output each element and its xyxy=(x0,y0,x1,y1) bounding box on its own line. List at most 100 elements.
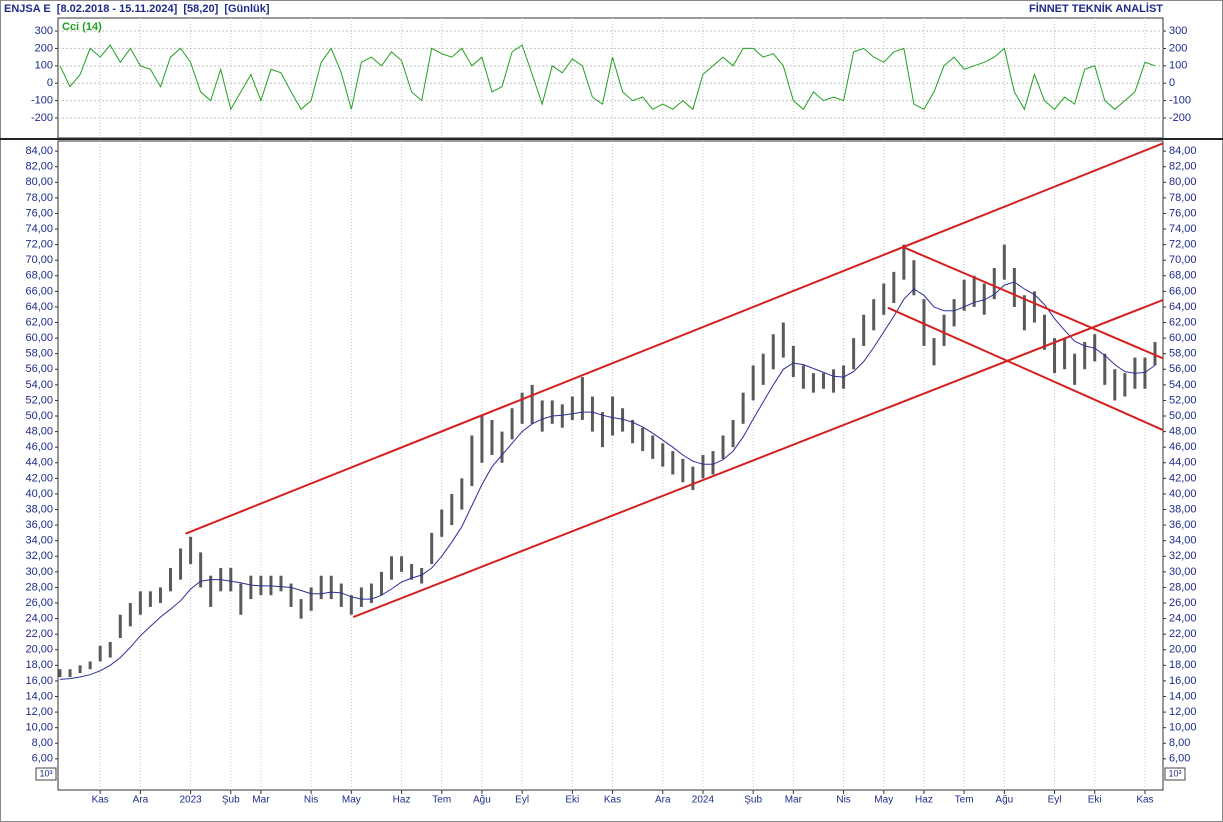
price-bar xyxy=(169,567,173,592)
y-tick-label: 54,00 xyxy=(25,379,53,391)
price-bar xyxy=(128,603,132,627)
price-bar xyxy=(661,443,665,467)
trend-line xyxy=(902,246,1164,360)
y-tick-label: 62,00 xyxy=(1169,316,1197,328)
x-tick-label: May xyxy=(874,795,893,806)
price-bar xyxy=(811,373,815,393)
y-tick-label: 42,00 xyxy=(25,472,53,484)
x-tick-label: Mar xyxy=(785,795,803,806)
price-bar xyxy=(179,548,183,580)
price-bar xyxy=(711,451,715,475)
price-bar xyxy=(460,478,464,510)
price-bar xyxy=(892,271,896,304)
x-tick-label: Tem xyxy=(432,795,451,806)
y-tick-label: 80,00 xyxy=(1169,176,1197,188)
y-tick-label: 34,00 xyxy=(1169,535,1197,547)
y-tick-label: 100 xyxy=(35,60,53,72)
cci-panel xyxy=(57,17,1164,139)
y-tick-label: 300 xyxy=(1169,25,1187,37)
y-tick-label: 72,00 xyxy=(25,239,53,251)
y-tick-label: 84,00 xyxy=(1169,145,1197,157)
price-bar xyxy=(982,283,986,315)
y-tick-label: 78,00 xyxy=(25,192,53,204)
price-bar xyxy=(600,412,604,448)
y-tick-label: -100 xyxy=(31,95,53,107)
price-bar xyxy=(1012,267,1016,307)
price-bar xyxy=(319,575,323,600)
price-bar xyxy=(1002,244,1006,280)
y-tick-label: 50,00 xyxy=(1169,410,1197,422)
price-bar xyxy=(108,641,112,658)
price-bar xyxy=(852,338,856,370)
y-tick-label: 40,00 xyxy=(1169,488,1197,500)
y-tick-label: 52,00 xyxy=(1169,394,1197,406)
y-tick-label: 14,00 xyxy=(1169,690,1197,702)
price-bar xyxy=(721,435,725,459)
price-bar xyxy=(1063,338,1067,370)
y-tick-label: 12,00 xyxy=(1169,706,1197,718)
y-tick-label: 58,00 xyxy=(25,348,53,360)
y-tick-label: 34,00 xyxy=(25,535,53,547)
y-tick-label: 66,00 xyxy=(1169,285,1197,297)
x-tick-label: 2023 xyxy=(179,795,202,806)
price-bar xyxy=(158,587,162,604)
price-bar xyxy=(530,384,534,424)
y-tick-label: 8,00 xyxy=(32,737,53,749)
x-tick-label: Nis xyxy=(304,795,318,806)
price-bar xyxy=(369,583,373,604)
y-tick-label: 100 xyxy=(1169,60,1187,72)
price-bar xyxy=(751,365,755,401)
y-tick-label: 46,00 xyxy=(1169,441,1197,453)
price-bar xyxy=(410,564,414,580)
y-tick-label: 10,00 xyxy=(1169,722,1197,734)
price-bar xyxy=(138,591,142,615)
price-bar xyxy=(379,571,383,596)
y-tick-label: 38,00 xyxy=(1169,503,1197,515)
x-tick-label: May xyxy=(342,795,361,806)
y-tick-label: 38,00 xyxy=(25,503,53,515)
price-bar xyxy=(550,400,554,424)
price-bar xyxy=(309,587,313,611)
price-bar xyxy=(390,556,394,580)
price-bar xyxy=(902,244,906,280)
y-tick-label: 26,00 xyxy=(25,597,53,609)
x-tick-label: Eyl xyxy=(515,795,529,806)
price-bar xyxy=(1083,342,1087,370)
y-tick-label: 32,00 xyxy=(25,550,53,562)
y-tick-label: 42,00 xyxy=(1169,472,1197,484)
price-bar xyxy=(1143,357,1147,389)
unit-label-right: 10³ xyxy=(1168,768,1181,778)
y-tick-label: 56,00 xyxy=(1169,363,1197,375)
y-tick-label: 44,00 xyxy=(1169,457,1197,469)
y-tick-label: 82,00 xyxy=(1169,161,1197,173)
price-bar xyxy=(279,575,283,592)
price-bar xyxy=(359,587,363,607)
price-bar xyxy=(118,614,122,639)
y-tick-label: 26,00 xyxy=(1169,597,1197,609)
y-tick-label: 68,00 xyxy=(25,270,53,282)
y-tick-label: 20,00 xyxy=(25,644,53,656)
x-tick-label: Şub xyxy=(744,795,762,806)
price-bar xyxy=(199,552,203,588)
x-tick-label: Haz xyxy=(393,795,411,806)
y-tick-label: 22,00 xyxy=(25,628,53,640)
y-tick-label: 28,00 xyxy=(1169,581,1197,593)
price-bar xyxy=(641,427,645,452)
y-tick-label: 78,00 xyxy=(1169,192,1197,204)
y-tick-label: 70,00 xyxy=(25,254,53,266)
y-tick-label: 200 xyxy=(35,42,53,54)
y-tick-label: 66,00 xyxy=(25,285,53,297)
price-bar xyxy=(1123,373,1127,397)
x-tick-label: Ağu xyxy=(473,795,491,806)
price-bar xyxy=(88,661,92,670)
y-tick-label: 30,00 xyxy=(1169,566,1197,578)
x-tick-label: Nis xyxy=(836,795,850,806)
price-bar xyxy=(490,419,494,455)
price-bar xyxy=(912,260,916,296)
x-tick-label: Kas xyxy=(92,795,109,806)
price-bar xyxy=(932,338,936,366)
price-bar xyxy=(1113,369,1117,401)
price-bar xyxy=(761,353,765,385)
y-tick-label: 58,00 xyxy=(1169,348,1197,360)
y-tick-label: 46,00 xyxy=(25,441,53,453)
